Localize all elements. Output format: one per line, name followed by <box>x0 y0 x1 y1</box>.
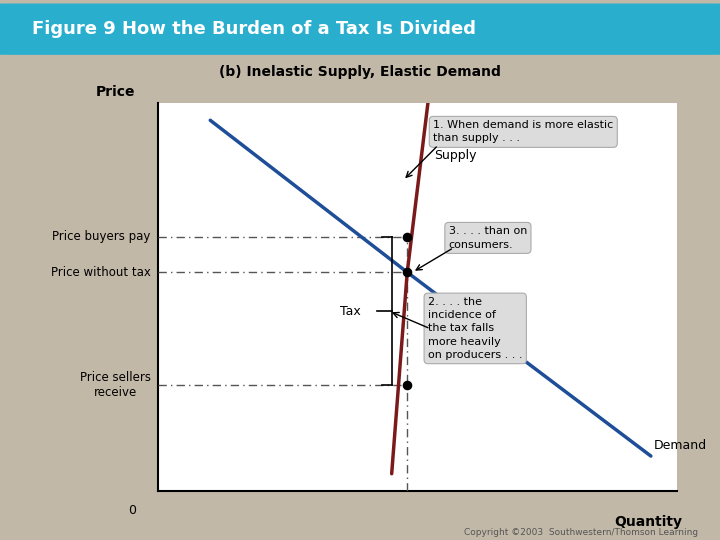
Text: Price without tax: Price without tax <box>50 266 150 279</box>
Text: Demand: Demand <box>654 439 706 452</box>
Text: 3. . . . than on
consumers.: 3. . . . than on consumers. <box>449 226 527 249</box>
Text: Price sellers
receive: Price sellers receive <box>80 372 150 400</box>
Text: 2. . . . the
incidence of
the tax falls
more heavily
on producers . . .: 2. . . . the incidence of the tax falls … <box>428 297 523 360</box>
Text: (b) Inelastic Supply, Elastic Demand: (b) Inelastic Supply, Elastic Demand <box>219 65 501 79</box>
Point <box>402 233 413 241</box>
Text: Copyright ©2003  Southwestern/Thomson Learning: Copyright ©2003 Southwestern/Thomson Lea… <box>464 528 698 537</box>
Text: 1. When demand is more elastic
than supply . . .: 1. When demand is more elastic than supp… <box>433 120 613 144</box>
Text: 0: 0 <box>128 504 137 517</box>
Text: Figure 9 How the Burden of a Tax Is Divided: Figure 9 How the Burden of a Tax Is Divi… <box>32 20 476 38</box>
Text: Tax: Tax <box>340 305 361 318</box>
Point <box>402 268 413 276</box>
Text: Price: Price <box>96 85 135 99</box>
Text: Quantity: Quantity <box>614 515 682 529</box>
Text: Supply: Supply <box>434 149 477 162</box>
Text: Price buyers pay: Price buyers pay <box>53 231 150 244</box>
FancyBboxPatch shape <box>0 3 720 55</box>
Point <box>402 381 413 390</box>
